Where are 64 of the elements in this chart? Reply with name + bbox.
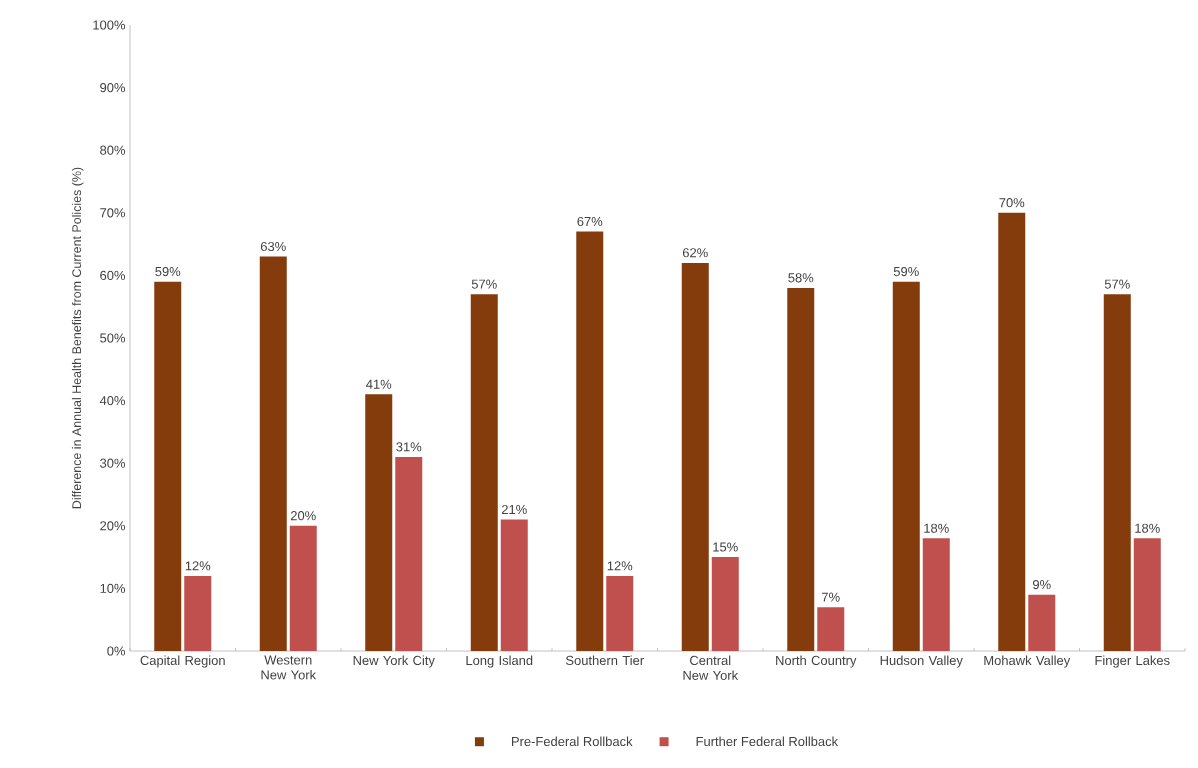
data-label: 62%: [682, 248, 708, 258]
x-tick-label: Long Island: [466, 655, 533, 668]
data-label: 58%: [788, 273, 814, 283]
x-tick-label: North Country: [776, 655, 857, 668]
y-tick-label: 90%: [100, 83, 126, 93]
bar: [1028, 594, 1056, 651]
y-tick-label: 60%: [100, 270, 126, 280]
bar: [395, 456, 423, 651]
x-tick-label: Mohawk Valley: [984, 655, 1071, 668]
y-tick-label: 20%: [100, 521, 126, 531]
data-label: 41%: [366, 379, 392, 389]
bar: [787, 287, 815, 651]
data-label: 7%: [822, 592, 840, 602]
bar: [1103, 294, 1131, 651]
y-tick-label: 100%: [93, 20, 126, 30]
bar: [500, 519, 528, 651]
data-label: 67%: [577, 216, 603, 227]
data-label: 59%: [155, 266, 181, 277]
y-axis-title: Difference in Annual Health Benefits from Current Policies (%): [71, 167, 84, 509]
data-label: 12%: [185, 561, 211, 571]
x-tick-label: Hudson Valley: [880, 655, 963, 668]
data-label: 21%: [501, 504, 527, 515]
bar: [817, 607, 845, 651]
data-label: 18%: [1135, 523, 1160, 533]
bar: [259, 256, 287, 651]
bar: [154, 281, 182, 651]
data-label: 57%: [471, 279, 497, 289]
data-label: 70%: [999, 198, 1025, 208]
y-tick-label: 0%: [107, 646, 126, 656]
bar: [1133, 538, 1161, 651]
bar: [470, 294, 498, 651]
bar: [922, 538, 950, 651]
legend-label: Pre-Federal Rollback: [511, 736, 633, 747]
data-label: 15%: [713, 542, 738, 552]
bar: [998, 212, 1026, 651]
bar: [184, 575, 212, 651]
data-label: 20%: [290, 511, 316, 521]
x-tick-label: Capital Region: [140, 655, 225, 668]
legend-label: Further Federal Rollback: [696, 736, 839, 747]
y-tick-label: 30%: [100, 458, 126, 468]
bar: [711, 557, 739, 651]
bar: [681, 262, 709, 651]
bar: [892, 281, 920, 651]
x-tick-label: Finger Lakes: [1095, 655, 1170, 668]
bar: [576, 231, 604, 651]
data-label: 57%: [1104, 279, 1130, 289]
y-tick-label: 80%: [100, 145, 126, 155]
x-tick-label: Western New York: [261, 655, 317, 680]
y-tick-label: 70%: [100, 208, 126, 218]
data-label: 9%: [1033, 579, 1051, 590]
data-label: 63%: [260, 241, 286, 252]
bar: [365, 394, 393, 651]
bar: [606, 575, 634, 651]
data-label: 18%: [924, 523, 949, 533]
x-tick-label: Southern Tier: [566, 655, 644, 666]
x-tick-label: Central New York: [683, 655, 739, 680]
x-tick-label: New York City: [353, 655, 435, 668]
y-tick-label: 10%: [100, 583, 126, 593]
y-tick-label: 40%: [99, 396, 126, 406]
data-label: 59%: [893, 266, 919, 277]
y-tick-label: 50%: [100, 333, 126, 343]
data-label: 12%: [607, 561, 633, 571]
data-label: 31%: [396, 442, 422, 452]
bar: [289, 525, 317, 651]
